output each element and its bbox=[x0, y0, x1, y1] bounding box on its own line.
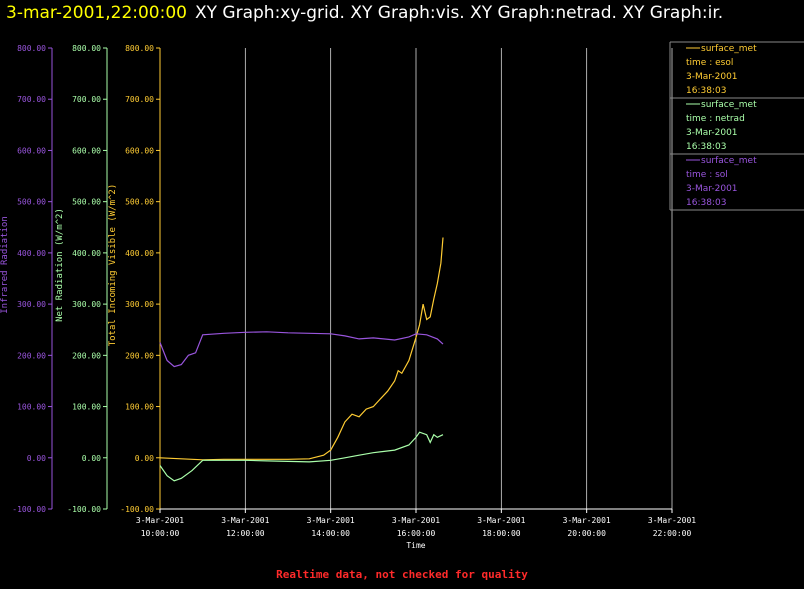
legend-time: 16:38:03 bbox=[686, 86, 726, 96]
quality-notice: Realtime data, not checked for quality bbox=[276, 568, 528, 581]
y-tick-label: 500.00 bbox=[17, 198, 46, 207]
y-tick-label: 500.00 bbox=[72, 198, 101, 207]
legend-series-name: surface_met bbox=[701, 44, 757, 54]
y-tick-label: 700.00 bbox=[125, 95, 154, 104]
legend-date: 3-Mar-2001 bbox=[686, 72, 738, 82]
y-axis-title: Total Incoming Visible (W/m^2) bbox=[108, 184, 118, 347]
y-tick-label: 800.00 bbox=[125, 44, 154, 53]
y-tick-label: 400.00 bbox=[17, 249, 46, 258]
legend-series-name: surface_met bbox=[701, 100, 757, 110]
x-tick-date: 3-Mar-2001 bbox=[392, 516, 440, 525]
x-tick-date: 3-Mar-2001 bbox=[477, 516, 525, 525]
legend-time: 16:38:03 bbox=[686, 142, 726, 152]
y-tick-label: 0.00 bbox=[27, 454, 46, 463]
x-tick-date: 3-Mar-2001 bbox=[648, 516, 696, 525]
y-tick-label: 200.00 bbox=[72, 351, 101, 360]
y-tick-label: 200.00 bbox=[17, 351, 46, 360]
legend-field: time : netrad bbox=[686, 114, 745, 124]
x-tick-date: 3-Mar-2001 bbox=[563, 516, 611, 525]
legend-date: 3-Mar-2001 bbox=[686, 184, 738, 194]
x-tick-time: 14:00:00 bbox=[311, 529, 350, 538]
x-tick-time: 10:00:00 bbox=[141, 529, 180, 538]
x-tick-date: 3-Mar-2001 bbox=[136, 516, 184, 525]
y-tick-label: 200.00 bbox=[125, 351, 154, 360]
legend-time: 16:38:03 bbox=[686, 198, 726, 208]
y-tick-label: -100.00 bbox=[12, 505, 46, 514]
x-tick-time: 20:00:00 bbox=[567, 529, 606, 538]
series-line bbox=[159, 331, 444, 368]
series-line bbox=[159, 237, 444, 461]
y-tick-label: 800.00 bbox=[17, 44, 46, 53]
y-tick-label: 0.00 bbox=[135, 454, 154, 463]
x-tick-time: 22:00:00 bbox=[653, 529, 692, 538]
y-tick-label: 300.00 bbox=[125, 300, 154, 309]
y-tick-label: 700.00 bbox=[17, 95, 46, 104]
chart-header: 3-mar-2001,22:00:00 XY Graph:xy-grid. XY … bbox=[6, 0, 723, 26]
y-axis-title: Infrared Radiation bbox=[0, 216, 10, 314]
y-tick-label: 300.00 bbox=[72, 300, 101, 309]
y-tick-label: 300.00 bbox=[17, 300, 46, 309]
legend-date: 3-Mar-2001 bbox=[686, 128, 738, 138]
y-tick-label: 100.00 bbox=[125, 403, 154, 412]
x-tick-date: 3-Mar-2001 bbox=[221, 516, 269, 525]
legend-series-name: surface_met bbox=[701, 156, 757, 166]
series-line bbox=[159, 431, 444, 482]
y-tick-label: 700.00 bbox=[72, 95, 101, 104]
legend-field: time : esol bbox=[686, 58, 733, 68]
y-tick-label: -100.00 bbox=[120, 505, 154, 514]
x-tick-time: 18:00:00 bbox=[482, 529, 521, 538]
y-tick-label: -100.00 bbox=[67, 505, 101, 514]
x-tick-time: 16:00:00 bbox=[397, 529, 436, 538]
y-tick-label: 400.00 bbox=[72, 249, 101, 258]
header-graph-list: XY Graph:xy-grid. XY Graph:vis. XY Graph… bbox=[194, 3, 724, 23]
y-tick-label: 100.00 bbox=[72, 403, 101, 412]
x-tick-time: 12:00:00 bbox=[226, 529, 265, 538]
header-datetime: 3-mar-2001,22:00:00 bbox=[6, 3, 187, 23]
y-tick-label: 400.00 bbox=[125, 249, 154, 258]
y-tick-label: 0.00 bbox=[82, 454, 101, 463]
x-tick-date: 3-Mar-2001 bbox=[307, 516, 355, 525]
x-axis-title: Time bbox=[406, 541, 425, 550]
y-axis-title: Net Radiation (W/m^2) bbox=[55, 208, 65, 322]
legend-field: time : sol bbox=[686, 170, 728, 180]
y-tick-label: 100.00 bbox=[17, 403, 46, 412]
y-tick-label: 600.00 bbox=[125, 146, 154, 155]
y-tick-label: 500.00 bbox=[125, 198, 154, 207]
y-tick-label: 800.00 bbox=[72, 44, 101, 53]
y-tick-label: 600.00 bbox=[17, 146, 46, 155]
y-tick-label: 600.00 bbox=[72, 146, 101, 155]
